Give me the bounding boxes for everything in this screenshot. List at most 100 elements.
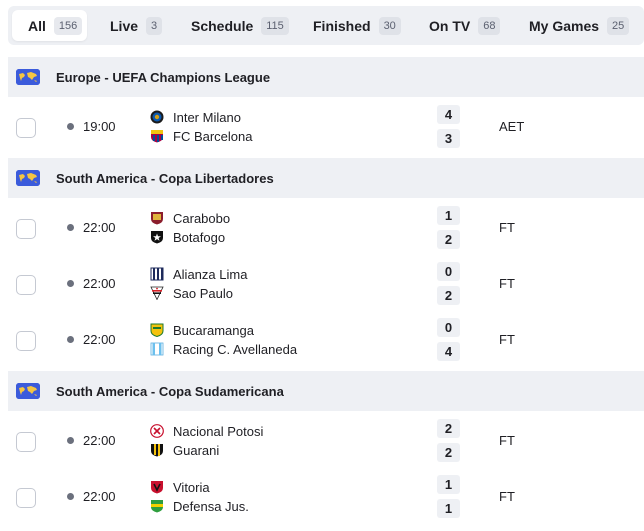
team-name: Racing C. Avellaneda [173,341,298,357]
home-score: 1 [437,475,460,494]
match-time: 22:00 [83,220,116,235]
away-team[interactable]: Guarani [150,441,219,459]
match-time: 22:00 [83,433,116,448]
league-header[interactable]: South America - Copa Sudamericana [8,371,644,411]
team-name: FC Barcelona [173,128,253,144]
barcelona-crest-icon [150,129,164,143]
match-row[interactable]: 22:00 Alianza Lima Sao Paulo 0 2 FT [8,256,644,312]
match-status: FT [499,332,515,347]
tab-all[interactable]: All 156 [12,10,87,41]
away-score: 2 [437,230,460,249]
tab-label: Live [110,17,139,34]
home-score: 0 [437,318,460,337]
match-status: FT [499,433,515,448]
away-score: 4 [437,342,460,361]
status-dot-icon [67,123,74,130]
home-score: 0 [437,262,460,281]
world-map-icon [16,69,40,85]
nacional-potosi-crest-icon [150,424,164,438]
tab-label: All [28,17,46,34]
tab-my-games[interactable]: My Games 25 [529,10,630,41]
defensa-justicia-crest-icon [150,499,164,513]
home-team[interactable]: Alianza Lima [150,265,247,283]
favorite-checkbox[interactable] [16,432,36,452]
team-name: Botafogo [173,229,226,245]
tab-count-badge: 115 [261,16,289,35]
away-team[interactable]: FC Barcelona [150,127,252,145]
home-score: 4 [437,105,460,124]
bucaramanga-crest-icon [150,323,164,338]
tab-label: Schedule [191,17,254,34]
tab-label: Finished [313,17,371,34]
team-name: Alianza Lima [173,266,248,282]
home-team[interactable]: Inter Milano [150,108,241,126]
team-name: Sao Paulo [173,285,233,301]
status-dot-icon [67,336,74,343]
favorite-checkbox[interactable] [16,331,36,351]
team-name: Vitoria [173,479,210,495]
home-team[interactable]: Nacional Potosi [150,422,263,440]
league-name: South America - Copa Sudamericana [56,383,284,399]
sao-paulo-crest-icon [150,286,164,301]
team-name: Inter Milano [173,109,241,125]
match-status: FT [499,489,515,504]
away-team[interactable]: Racing C. Avellaneda [150,340,297,358]
away-team[interactable]: Sao Paulo [150,284,233,302]
status-dot-icon [67,493,74,500]
tab-schedule[interactable]: Schedule 115 [191,10,289,41]
vitoria-crest-icon [150,480,164,494]
carabobo-crest-icon [150,211,164,225]
botafogo-crest-icon [150,230,164,244]
away-score: 3 [437,129,460,148]
tab-on-tv[interactable]: On TV 68 [429,10,501,41]
league-header[interactable]: Europe - UEFA Champions League [8,57,644,97]
match-row[interactable]: 22:00 Nacional Potosi Guarani 2 2 FT [8,413,644,469]
favorite-checkbox[interactable] [16,118,36,138]
home-score: 2 [437,419,460,438]
away-team[interactable]: Botafogo [150,228,225,246]
away-score: 2 [437,286,460,305]
status-dot-icon [67,437,74,444]
filter-tabs: All 156 Live 3 Schedule 115 Finished 30 … [8,6,644,45]
team-name: Nacional Potosi [173,423,264,439]
team-name: Bucaramanga [173,322,254,338]
favorite-checkbox[interactable] [16,275,36,295]
match-time: 19:00 [83,119,116,134]
league-name: Europe - UEFA Champions League [56,69,271,85]
match-row[interactable]: 19:00 Inter Milano FC Barcelona 4 3 AET [8,99,644,155]
match-row[interactable]: 22:00 Vitoria Defensa Jus. 1 1 FT [8,469,644,525]
team-name: Guarani [173,442,220,458]
match-time: 22:00 [83,489,116,504]
away-score: 1 [437,499,460,518]
tab-count-badge: 30 [378,16,401,35]
match-time: 22:00 [83,332,116,347]
match-row[interactable]: 22:00 Carabobo Botafogo 1 2 FT [8,200,644,256]
favorite-checkbox[interactable] [16,219,36,239]
home-team[interactable]: Bucaramanga [150,321,254,339]
tab-live[interactable]: Live 3 [110,10,163,41]
alianza-lima-crest-icon [150,267,164,281]
world-map-icon [16,383,40,399]
world-map-icon [16,170,40,186]
match-time: 22:00 [83,276,116,291]
match-status: FT [499,220,515,235]
tab-finished[interactable]: Finished 30 [313,10,401,41]
tab-count-badge: 3 [146,16,163,35]
tab-count-badge: 25 [607,16,630,35]
match-status: AET [499,119,525,134]
league-header[interactable]: South America - Copa Libertadores [8,158,644,198]
inter-crest-icon [150,110,164,124]
team-name: Defensa Jus. [173,498,249,514]
away-score: 2 [437,443,460,462]
home-team[interactable]: Vitoria [150,478,210,496]
tab-count-badge: 68 [478,16,501,35]
away-team[interactable]: Defensa Jus. [150,497,249,515]
home-team[interactable]: Carabobo [150,209,230,227]
guarani-crest-icon [150,443,164,457]
home-score: 1 [437,206,460,225]
status-dot-icon [67,224,74,231]
favorite-checkbox[interactable] [16,488,36,508]
racing-crest-icon [150,342,164,356]
match-row[interactable]: 22:00 Bucaramanga Racing C. Avellaneda 0… [8,312,644,368]
tab-count-badge: 156 [53,16,83,35]
